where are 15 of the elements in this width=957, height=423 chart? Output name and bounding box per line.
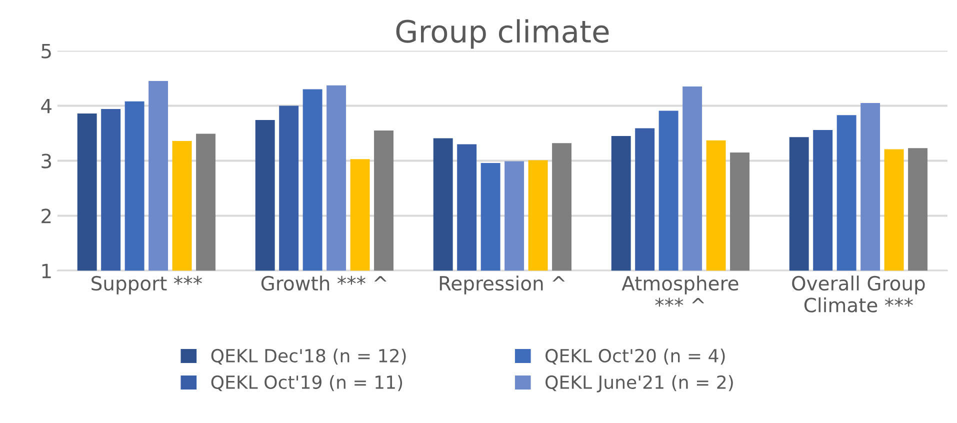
legend-label: QEKL June'21 (n = 2) [546, 375, 733, 392]
y-tick-label: 3 [42, 154, 51, 168]
legend-label: QEKL Dec'18 (n = 12) [211, 348, 406, 365]
y-tick-label: 1 [42, 264, 51, 278]
chart-title: Group climate [396, 19, 609, 49]
x-tick-label: Growth *** ^ [261, 276, 386, 291]
y-tick-label: 5 [42, 44, 51, 58]
x-tick-label: Overall Group Climate *** [792, 276, 925, 312]
x-tick-label: Support *** [92, 276, 202, 294]
y-tick-label: 2 [42, 208, 51, 224]
y-tick-label: 4 [41, 98, 52, 114]
x-tick-label: Repression ^ [440, 276, 565, 294]
legend-label: QEKL Oct'19 (n = 11) [211, 375, 402, 392]
x-tick-label: Atmosphere *** ^ [622, 276, 738, 307]
legend-label: QEKL Oct'20 (n = 4) [546, 348, 725, 365]
